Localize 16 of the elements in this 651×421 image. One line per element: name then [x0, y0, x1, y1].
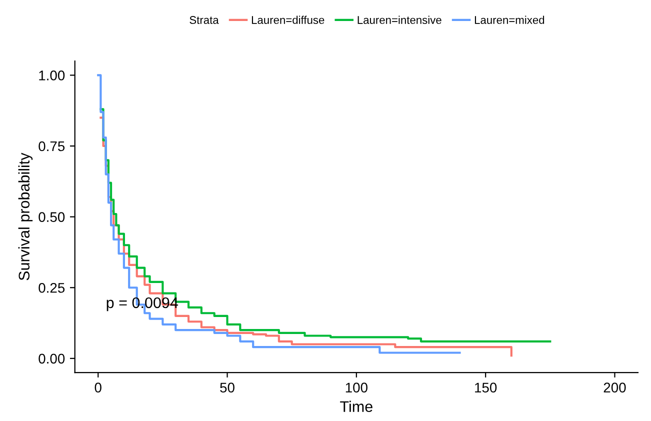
x-tick-label: 50	[220, 382, 234, 393]
legend-label: Lauren=intensive	[358, 16, 442, 24]
x-tick-label: 150	[475, 382, 497, 393]
legend-label: Lauren=mixed	[474, 16, 544, 24]
y-tick-label: 1.00	[39, 70, 65, 80]
y-tick-label: 0.00	[38, 354, 65, 364]
y-tick-label: 0.25	[38, 282, 65, 293]
legend-title: Strata	[190, 16, 219, 24]
x-tick-label: 100	[346, 382, 368, 393]
y-tick-label: 0.75	[38, 141, 65, 152]
x-tick-label: 0	[94, 382, 102, 393]
x-tick-label: 200	[604, 382, 626, 393]
legend-label: Lauren=diffuse	[252, 16, 324, 24]
y-tick-label: 0.50	[38, 212, 65, 222]
x-axis-title: Time	[340, 400, 372, 412]
y-axis-title: Survival probability	[18, 152, 33, 280]
